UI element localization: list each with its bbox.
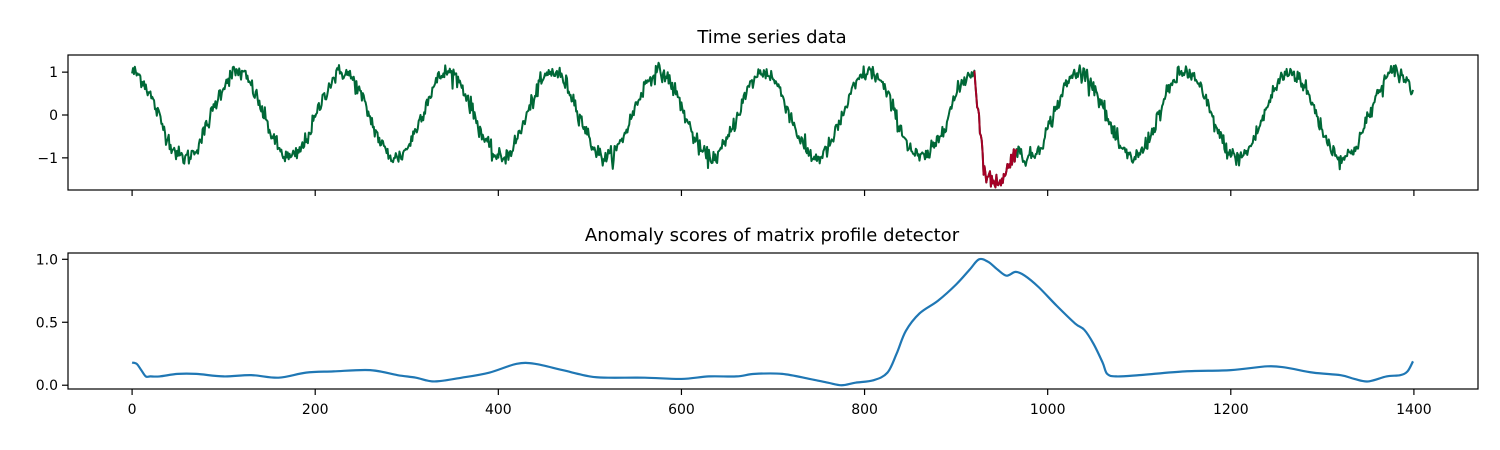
y-tick-label: 0 [49, 108, 58, 124]
y-tick-label: 1 [49, 65, 58, 81]
x-tick-label: 600 [668, 402, 695, 418]
anomaly-score-y-axis: 1.0 0.5 0.0 [36, 252, 68, 394]
time-series-x-axis [131, 190, 1415, 196]
time-series-title: Time series data [696, 27, 846, 48]
y-tick-label: −1 [37, 151, 58, 167]
anomaly-score-line [131, 257, 1414, 387]
y-tick-label: 1.0 [36, 252, 58, 268]
x-tick-label: 1000 [1030, 402, 1066, 418]
x-tick-label: 0 [128, 402, 137, 418]
anomaly-score-axes-frame [67, 252, 1479, 390]
x-tick-label: 800 [851, 402, 878, 418]
x-tick-label: 1200 [1213, 402, 1249, 418]
anomaly-score-title: Anomaly scores of matrix profile detecto… [585, 225, 960, 246]
anomaly-segment-line [973, 70, 1018, 189]
x-tick-label: 200 [302, 402, 329, 418]
anomaly-score-panel: Anomaly scores of matrix profile detecto… [36, 225, 1479, 418]
time-series-line [131, 61, 1414, 189]
y-tick-label: 0.0 [36, 378, 58, 394]
time-series-axes-frame [67, 54, 1479, 191]
anomaly-score-x-axis: 0 200 400 600 800 1000 1200 1400 [128, 389, 1432, 418]
y-tick-label: 0.5 [36, 315, 58, 331]
x-tick-label: 1400 [1396, 402, 1432, 418]
time-series-y-axis: 1 0 −1 [37, 65, 68, 167]
anomaly-score-lines [131, 257, 1414, 387]
time-series-lines [131, 61, 1414, 189]
x-tick-label: 400 [485, 402, 512, 418]
time-series-panel: Time series data 1 0 −1 [37, 27, 1479, 196]
